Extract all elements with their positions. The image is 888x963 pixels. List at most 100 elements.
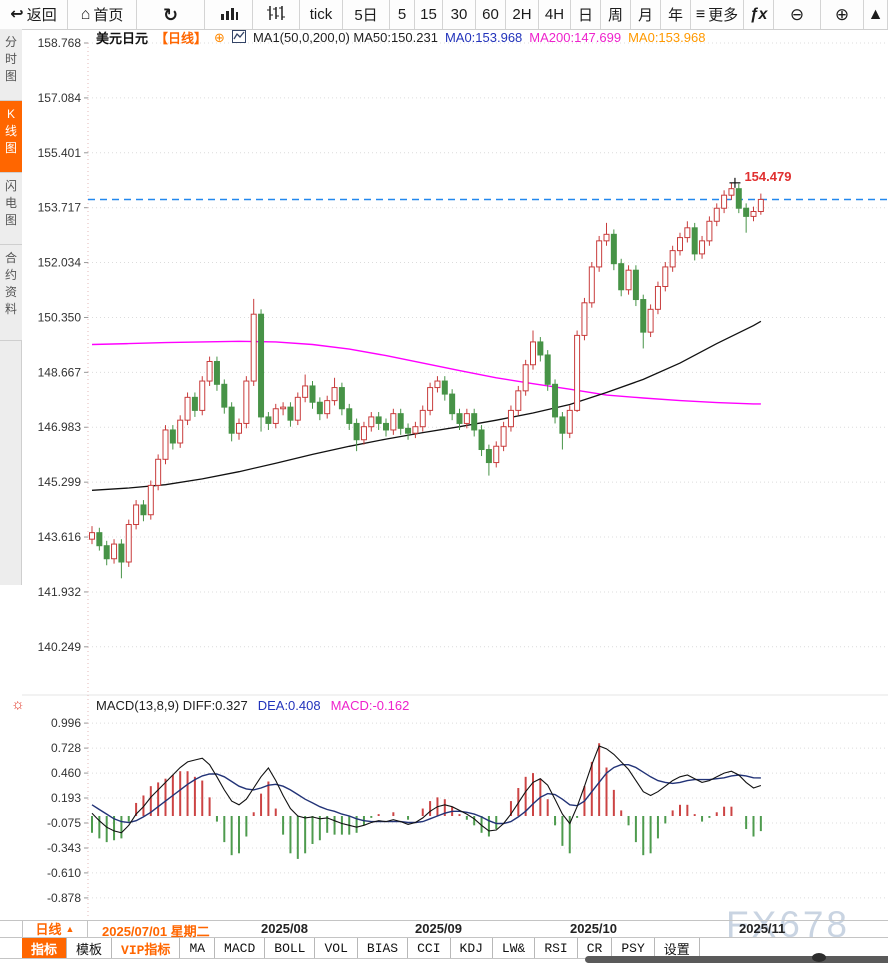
symbol-name: 美元日元 [96, 31, 149, 46]
svg-text:0.728: 0.728 [51, 741, 81, 755]
period-month[interactable]: 月 [631, 0, 661, 29]
period-30min-label: 30 [450, 6, 468, 23]
period-tick[interactable]: tick [300, 0, 343, 29]
x-axis-strip: 日线 ▲ 2025/07/01 星期二 2025/08 2025/09 2025/1… [0, 920, 888, 939]
menu-icon: ≡ [695, 5, 706, 23]
zoom-out-icon: ⊖ [789, 5, 805, 24]
mini-chart-icon[interactable] [231, 29, 246, 46]
svg-text:154.479: 154.479 [744, 169, 791, 184]
svg-text:-0.878: -0.878 [47, 891, 81, 905]
period-30min[interactable]: 30 [443, 0, 476, 29]
home-button[interactable]: ⌂ 首页 [68, 0, 137, 29]
circle-plus-icon[interactable]: ⊕ [214, 29, 225, 45]
period-4h[interactable]: 4H [539, 0, 571, 29]
ma-settings-label: MA1(50,0,200,0) MA50:150.231 [252, 30, 438, 45]
x-axis-top-border [0, 920, 888, 921]
period-15min-label: 15 [420, 6, 437, 23]
month-label-2025-10: 2025/10 [570, 921, 617, 936]
tab-CR[interactable]: CR [577, 938, 613, 958]
tab-[interactable]: 设置 [654, 938, 700, 958]
fx678-watermark: FX678 [726, 904, 851, 945]
period-tag: 【日线】 [155, 31, 208, 46]
period-5day-label: 5日 [354, 7, 378, 24]
period-60min[interactable]: 60 [476, 0, 506, 29]
tab-LW[interactable]: LW& [492, 938, 536, 958]
tab-PSY[interactable]: PSY [612, 938, 655, 958]
back-button[interactable]: ↩ 返回 [0, 0, 68, 29]
period-4h-label: 4H [544, 6, 565, 23]
more-button[interactable]: ≡ 更多 [691, 0, 744, 29]
period-5min[interactable]: 5 [390, 0, 415, 29]
period-month-label: 月 [637, 7, 653, 24]
svg-text:157.084: 157.084 [38, 91, 82, 105]
svg-text:141.932: 141.932 [38, 585, 82, 599]
home-icon: ⌂ [80, 5, 91, 23]
bottom-overlay-bar[interactable] [585, 956, 888, 963]
ma200-value: MA200:147.699 [529, 30, 622, 45]
bar-chart-button[interactable] [205, 0, 253, 29]
tab-MACD[interactable]: MACD [215, 938, 266, 958]
tab-VIP[interactable]: VIP指标 [112, 938, 181, 958]
month-label-2025-09: 2025/09 [415, 921, 462, 936]
period-week[interactable]: 周 [601, 0, 631, 29]
zoom-in-button[interactable]: ⊕ [821, 0, 864, 29]
period-5min-label: 5 [397, 6, 407, 23]
tab-[interactable]: 模板 [67, 938, 113, 958]
bottom-overlay-dot [812, 953, 826, 962]
svg-text:158.768: 158.768 [38, 36, 82, 50]
tabs-bottom-border [0, 958, 888, 959]
tab-[interactable]: 指标 [22, 938, 68, 958]
tick-chart-button[interactable] [253, 0, 300, 29]
indicator-tabs: 指标 模板 VIP指标 MA MACD BOLL VOL BIAS CCI KDJ LW& RSI CR… [22, 938, 700, 958]
draw-tool-button[interactable]: ▲ [864, 0, 888, 29]
refresh-button[interactable]: ↻ [137, 0, 205, 29]
tab-CCI[interactable]: CCI [408, 938, 451, 958]
back-button-label: 返回 [26, 7, 57, 24]
zoom-out-button[interactable]: ⊖ [774, 0, 821, 29]
indicator-fx-button[interactable]: ƒx [744, 0, 774, 29]
period-year[interactable]: 年 [661, 0, 691, 29]
tab-BOLL[interactable]: BOLL [265, 938, 316, 958]
tab-MA[interactable]: MA [180, 938, 216, 958]
svg-text:0.996: 0.996 [51, 716, 81, 730]
tab-KDJ[interactable]: KDJ [450, 938, 493, 958]
svg-text:146.983: 146.983 [38, 420, 82, 434]
tab-VOL[interactable]: VOL [315, 938, 358, 958]
period-2h-label: 2H [512, 6, 532, 23]
period-selector[interactable]: 日线 ▲ [22, 920, 88, 937]
period-15min[interactable]: 15 [415, 0, 443, 29]
period-2h[interactable]: 2H [506, 0, 539, 29]
macd-settings-icon[interactable]: ☼ [11, 696, 25, 713]
draw-tool-icon: ▲ [867, 5, 884, 23]
ma0-orange-value: MA0:153.968 [628, 30, 706, 45]
ma0-blue-value: MA0:153.968 [444, 30, 523, 45]
month-label-2025-11: 2025/11 [739, 921, 786, 936]
back-arrow-icon: ↩ [10, 5, 24, 23]
period-day[interactable]: 日 [571, 0, 601, 29]
svg-text:145.299: 145.299 [38, 475, 82, 489]
svg-text:155.401: 155.401 [38, 146, 82, 160]
period-tick-label: tick [309, 6, 333, 23]
sidebar-item-lightning-chart[interactable]: 闪电图 [0, 173, 22, 245]
macd-title: MACD(13,8,9) DIFF:0.327 [96, 697, 248, 713]
svg-text:0.460: 0.460 [51, 766, 81, 780]
period-week-label: 周 [607, 7, 623, 24]
svg-text:152.034: 152.034 [38, 256, 82, 270]
period-5day[interactable]: 5日 [343, 0, 390, 29]
month-label-2025-08: 2025/08 [261, 921, 308, 936]
sidebar-item-contract-info[interactable]: 合约资料 [0, 245, 22, 341]
svg-text:0.193: 0.193 [51, 791, 81, 805]
period-60min-label: 60 [482, 6, 499, 23]
main-chart-legend: 美元日元 【日线】 ⊕ MA1(50,0,200,0) MA50:150.231… [96, 29, 705, 46]
period-day-label: 日 [577, 7, 593, 24]
period-label: 日线 [35, 922, 62, 937]
period-year-label: 年 [667, 7, 683, 24]
svg-text:150.350: 150.350 [38, 310, 82, 324]
bar-chart-icon [219, 5, 239, 25]
tab-BIAS[interactable]: BIAS [357, 938, 409, 958]
sidebar-item-time-chart[interactable]: 分时图 [0, 29, 22, 101]
tab-RSI[interactable]: RSI [535, 938, 578, 958]
tick-chart-icon [266, 5, 286, 25]
